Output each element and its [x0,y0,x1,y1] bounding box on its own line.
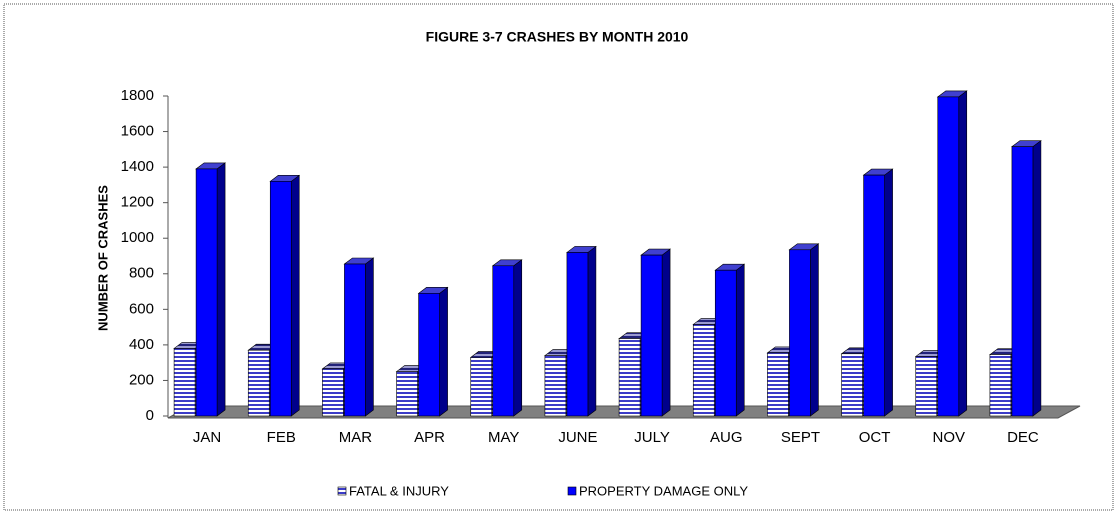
x-tick-label: SEPT [781,429,820,446]
bar [247,349,270,417]
x-tick-label: NOV [932,429,965,446]
x-tick-label: APR [414,429,445,446]
bar [470,357,493,417]
bar [344,263,366,417]
y-tick-label: 1600 [121,123,154,140]
bar [418,293,440,417]
bar-side [735,263,745,417]
bar-side [1032,140,1042,417]
bar [566,252,589,417]
bar [492,265,515,417]
bar [640,254,663,417]
y-tick-label: 400 [129,336,154,353]
bar-side [810,243,819,417]
bar-side [439,286,448,417]
x-tick-label: JUNE [558,429,597,446]
y-tick-label: 600 [129,300,154,317]
bar [396,371,418,417]
bar [937,96,960,417]
y-tick-label: 0 [146,407,154,424]
bar [692,324,715,417]
bar [618,338,641,417]
legend-label: FATAL & INJURY [349,483,449,498]
x-tick-label: FEB [267,429,296,446]
bar-side [290,174,300,417]
bar [269,181,292,417]
bar [322,368,344,417]
bar [915,356,938,417]
bar [173,348,196,417]
bar-side [216,162,226,417]
legend-label: PROPERTY DAMAGE ONLY [579,483,748,498]
bar-side [513,259,523,417]
legend-swatch [567,486,577,496]
x-tick-label: JULY [634,429,670,446]
x-tick-label: AUG [710,429,743,446]
bar [714,269,737,417]
bar [767,352,789,417]
y-tick-label: 1400 [121,158,154,175]
bar-side [958,90,968,417]
bar [1011,146,1034,417]
bar-side [365,257,374,417]
bar-side [884,168,893,417]
bar-side [587,245,597,417]
x-tick-label: JAN [193,429,221,446]
x-tick-label: OCT [859,429,891,446]
chart-title: FIGURE 3-7 CRASHES BY MONTH 2010 [426,29,689,45]
bar [863,174,885,417]
bar-side [661,248,671,417]
bar [544,355,567,417]
y-axis-label: NUMBER OF CRASHES [95,185,110,331]
bar [195,168,218,417]
x-tick-label: MAR [339,429,373,446]
bar [841,353,863,417]
y-tick-label: 1000 [121,229,154,246]
y-tick-label: 1800 [121,87,154,104]
legend-swatch [337,486,347,496]
x-tick-label: DEC [1007,429,1039,446]
y-tick-label: 200 [129,371,154,388]
y-tick-label: 1200 [121,194,154,211]
x-tick-label: MAY [488,429,519,446]
chart-border [3,3,1114,511]
bar [789,249,811,417]
bar [989,354,1012,417]
y-tick-label: 800 [129,265,154,282]
